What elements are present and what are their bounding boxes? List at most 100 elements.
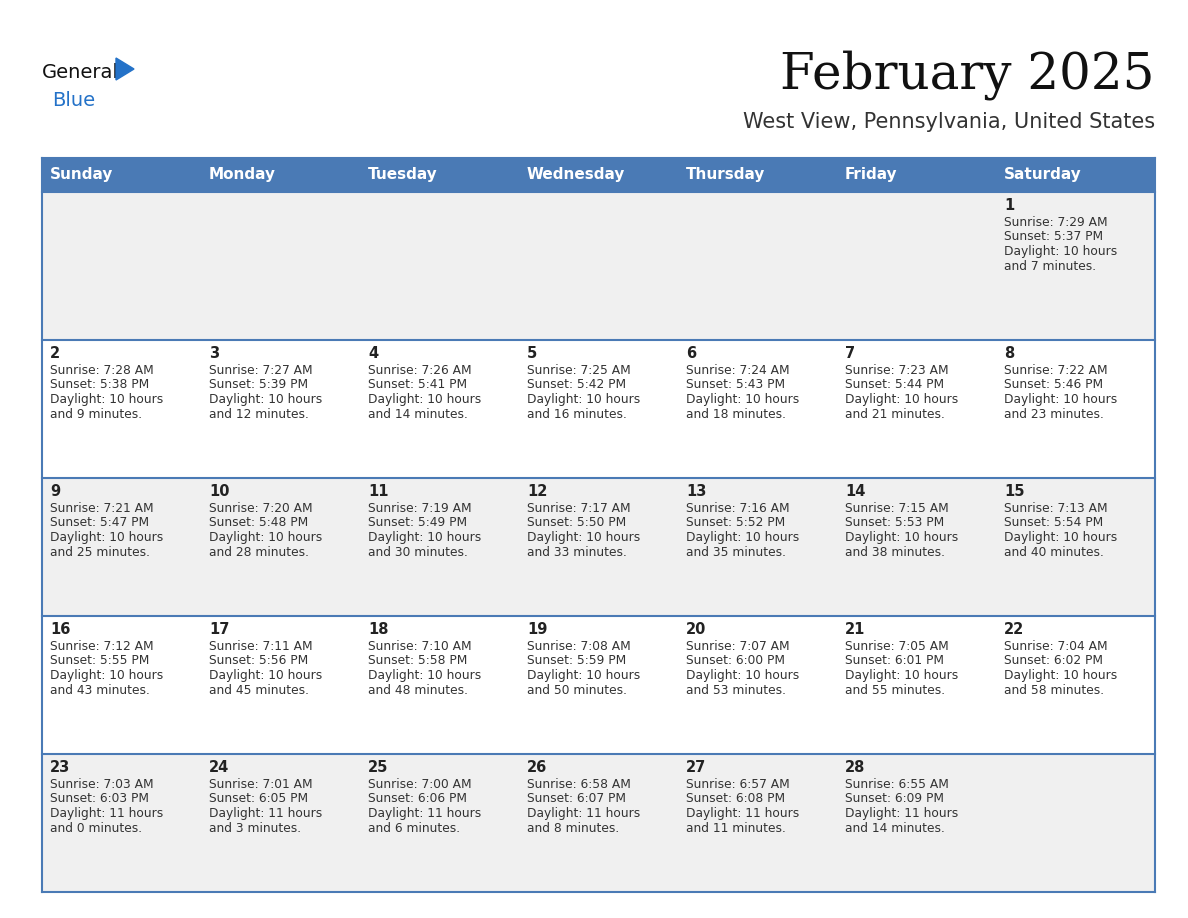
Text: Sunset: 5:44 PM: Sunset: 5:44 PM: [845, 378, 944, 391]
Text: Sunrise: 7:01 AM: Sunrise: 7:01 AM: [209, 778, 312, 791]
Text: and 8 minutes.: and 8 minutes.: [527, 822, 619, 834]
Text: General: General: [42, 62, 119, 82]
Text: 4: 4: [368, 346, 378, 361]
Text: Sunrise: 7:16 AM: Sunrise: 7:16 AM: [685, 502, 790, 515]
Text: Saturday: Saturday: [1004, 167, 1082, 183]
Text: Sunrise: 7:28 AM: Sunrise: 7:28 AM: [50, 364, 153, 377]
Text: and 40 minutes.: and 40 minutes.: [1004, 545, 1104, 558]
Text: Daylight: 10 hours: Daylight: 10 hours: [527, 669, 640, 682]
Text: Daylight: 11 hours: Daylight: 11 hours: [845, 807, 959, 820]
Text: Wednesday: Wednesday: [527, 167, 625, 183]
Text: and 21 minutes.: and 21 minutes.: [845, 408, 944, 420]
Text: 24: 24: [209, 760, 229, 775]
Text: Sunset: 5:59 PM: Sunset: 5:59 PM: [527, 655, 626, 667]
Text: Sunrise: 7:12 AM: Sunrise: 7:12 AM: [50, 640, 153, 653]
Text: Sunrise: 7:21 AM: Sunrise: 7:21 AM: [50, 502, 153, 515]
Text: Sunrise: 7:13 AM: Sunrise: 7:13 AM: [1004, 502, 1107, 515]
Text: Daylight: 10 hours: Daylight: 10 hours: [685, 393, 800, 406]
Text: Sunrise: 7:22 AM: Sunrise: 7:22 AM: [1004, 364, 1107, 377]
Text: Sunset: 5:42 PM: Sunset: 5:42 PM: [527, 378, 626, 391]
Text: Sunset: 6:01 PM: Sunset: 6:01 PM: [845, 655, 944, 667]
Text: and 35 minutes.: and 35 minutes.: [685, 545, 786, 558]
Text: Sunrise: 7:07 AM: Sunrise: 7:07 AM: [685, 640, 790, 653]
Text: 27: 27: [685, 760, 706, 775]
Text: 20: 20: [685, 622, 707, 637]
Text: Sunrise: 7:08 AM: Sunrise: 7:08 AM: [527, 640, 631, 653]
Text: Sunrise: 7:19 AM: Sunrise: 7:19 AM: [368, 502, 472, 515]
Text: Daylight: 10 hours: Daylight: 10 hours: [685, 531, 800, 544]
Text: Sunset: 6:02 PM: Sunset: 6:02 PM: [1004, 655, 1102, 667]
Bar: [42, 616, 1155, 754]
Text: Sunset: 6:09 PM: Sunset: 6:09 PM: [845, 792, 944, 805]
Text: Friday: Friday: [845, 167, 898, 183]
Text: Daylight: 10 hours: Daylight: 10 hours: [368, 669, 481, 682]
Text: Sunrise: 6:57 AM: Sunrise: 6:57 AM: [685, 778, 790, 791]
Text: Sunset: 5:48 PM: Sunset: 5:48 PM: [209, 517, 308, 530]
Text: Daylight: 11 hours: Daylight: 11 hours: [368, 807, 481, 820]
Text: Daylight: 10 hours: Daylight: 10 hours: [368, 393, 481, 406]
Text: 11: 11: [368, 484, 388, 499]
Text: 8: 8: [1004, 346, 1015, 361]
Text: and 45 minutes.: and 45 minutes.: [209, 684, 309, 697]
Text: Sunset: 5:46 PM: Sunset: 5:46 PM: [1004, 378, 1104, 391]
Text: 10: 10: [209, 484, 229, 499]
Text: Blue: Blue: [52, 91, 95, 109]
Text: Sunset: 5:38 PM: Sunset: 5:38 PM: [50, 378, 150, 391]
Text: and 43 minutes.: and 43 minutes.: [50, 684, 150, 697]
Text: Daylight: 10 hours: Daylight: 10 hours: [50, 531, 163, 544]
Text: 25: 25: [368, 760, 388, 775]
Text: 17: 17: [209, 622, 229, 637]
Text: Sunset: 5:37 PM: Sunset: 5:37 PM: [1004, 230, 1104, 243]
Text: Sunrise: 7:26 AM: Sunrise: 7:26 AM: [368, 364, 472, 377]
Bar: [42, 478, 1155, 616]
Text: Sunset: 6:07 PM: Sunset: 6:07 PM: [527, 792, 626, 805]
Text: and 9 minutes.: and 9 minutes.: [50, 408, 143, 420]
Text: and 23 minutes.: and 23 minutes.: [1004, 408, 1104, 420]
Text: Sunrise: 7:15 AM: Sunrise: 7:15 AM: [845, 502, 949, 515]
Text: 28: 28: [845, 760, 865, 775]
Text: 3: 3: [209, 346, 219, 361]
Text: Daylight: 10 hours: Daylight: 10 hours: [527, 393, 640, 406]
Text: Sunset: 5:43 PM: Sunset: 5:43 PM: [685, 378, 785, 391]
Text: Sunset: 5:49 PM: Sunset: 5:49 PM: [368, 517, 467, 530]
Text: and 6 minutes.: and 6 minutes.: [368, 822, 460, 834]
Text: and 53 minutes.: and 53 minutes.: [685, 684, 786, 697]
Text: 6: 6: [685, 346, 696, 361]
Text: Monday: Monday: [209, 167, 276, 183]
Text: and 12 minutes.: and 12 minutes.: [209, 408, 309, 420]
Text: and 48 minutes.: and 48 minutes.: [368, 684, 468, 697]
Text: 1: 1: [1004, 198, 1015, 213]
Text: and 14 minutes.: and 14 minutes.: [368, 408, 468, 420]
Text: Daylight: 10 hours: Daylight: 10 hours: [209, 393, 322, 406]
Text: Sunset: 5:53 PM: Sunset: 5:53 PM: [845, 517, 944, 530]
Text: Sunset: 6:06 PM: Sunset: 6:06 PM: [368, 792, 467, 805]
Text: Daylight: 10 hours: Daylight: 10 hours: [1004, 245, 1117, 258]
Text: Sunrise: 7:20 AM: Sunrise: 7:20 AM: [209, 502, 312, 515]
Bar: [42, 340, 1155, 478]
Text: Sunrise: 7:10 AM: Sunrise: 7:10 AM: [368, 640, 472, 653]
Text: 18: 18: [368, 622, 388, 637]
Text: Sunset: 5:50 PM: Sunset: 5:50 PM: [527, 517, 626, 530]
Text: 15: 15: [1004, 484, 1024, 499]
Text: and 25 minutes.: and 25 minutes.: [50, 545, 150, 558]
Text: 22: 22: [1004, 622, 1024, 637]
Text: and 18 minutes.: and 18 minutes.: [685, 408, 786, 420]
Text: Daylight: 10 hours: Daylight: 10 hours: [1004, 531, 1117, 544]
Text: 26: 26: [527, 760, 548, 775]
Text: Sunset: 5:56 PM: Sunset: 5:56 PM: [209, 655, 308, 667]
Text: Sunset: 5:41 PM: Sunset: 5:41 PM: [368, 378, 467, 391]
Text: Daylight: 10 hours: Daylight: 10 hours: [527, 531, 640, 544]
Text: February 2025: February 2025: [781, 50, 1155, 100]
Text: Sunset: 6:05 PM: Sunset: 6:05 PM: [209, 792, 308, 805]
Bar: [42, 158, 1155, 192]
Text: 12: 12: [527, 484, 548, 499]
Text: and 30 minutes.: and 30 minutes.: [368, 545, 468, 558]
Text: Daylight: 11 hours: Daylight: 11 hours: [685, 807, 800, 820]
Text: 9: 9: [50, 484, 61, 499]
Text: Sunrise: 7:25 AM: Sunrise: 7:25 AM: [527, 364, 631, 377]
Text: Sunset: 5:47 PM: Sunset: 5:47 PM: [50, 517, 150, 530]
Text: Sunrise: 7:27 AM: Sunrise: 7:27 AM: [209, 364, 312, 377]
Text: Daylight: 10 hours: Daylight: 10 hours: [845, 531, 959, 544]
Text: 14: 14: [845, 484, 865, 499]
Text: and 0 minutes.: and 0 minutes.: [50, 822, 143, 834]
